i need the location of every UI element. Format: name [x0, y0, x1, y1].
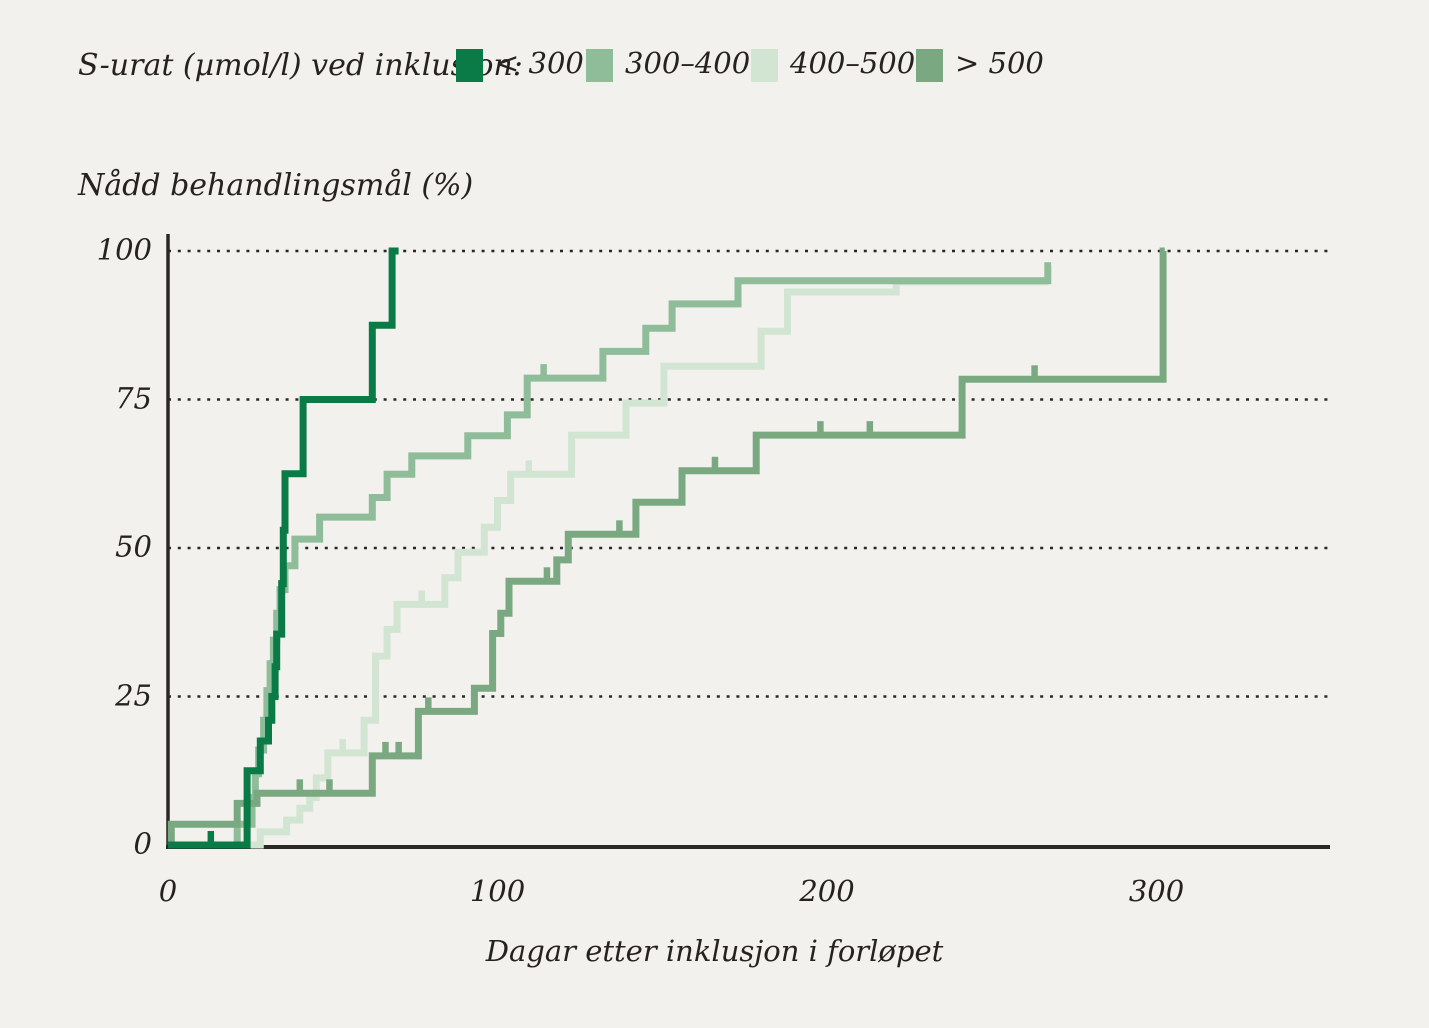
y-tick-label-100: 100 — [96, 232, 152, 267]
legend-label-g300_400: 300–400 — [625, 46, 751, 80]
x-tick-label-0: 0 — [158, 874, 178, 908]
legend-item-g300_400: 300–400 — [586, 46, 751, 82]
x-tick-label-200: 200 — [799, 874, 855, 908]
x-tick-label-300: 300 — [1128, 874, 1185, 908]
y-tick-label-0: 0 — [133, 826, 152, 861]
legend-item-gt500: > 500 — [916, 46, 1044, 82]
legend: S-urat (µmol/l) ved inklusjon: < 300 300–… — [0, 0, 1429, 100]
y-tick-label-25: 25 — [115, 678, 152, 713]
x-axis-title: Dagar etter inklusjon i forløpet — [485, 934, 944, 968]
legend-title: S-urat (µmol/l) ved inklusjon: — [78, 48, 523, 83]
legend-label-lt300: < 300 — [495, 46, 584, 80]
legend-swatch-gt500 — [916, 48, 943, 82]
legend-label-g400_500: 400–500 — [790, 46, 916, 80]
legend-item-g400_500: 400–500 — [751, 46, 916, 82]
curve-lt300 — [168, 247, 399, 849]
legend-item-lt300: < 300 — [456, 46, 584, 82]
legend-label-gt500: > 500 — [955, 46, 1044, 80]
curve-g400_500 — [168, 278, 1048, 849]
y-tick-label-75: 75 — [115, 381, 152, 416]
y-axis-title: Nådd behandlingsmål (%) — [78, 168, 474, 203]
x-tick-label-100: 100 — [469, 874, 526, 908]
curve-gt500 — [167, 247, 1167, 849]
curve-g300_400 — [168, 262, 1052, 849]
y-tick-label-50: 50 — [115, 529, 152, 564]
legend-swatch-lt300 — [456, 48, 483, 82]
legend-swatch-g400_500 — [751, 48, 778, 82]
legend-swatch-g300_400 — [586, 48, 613, 82]
